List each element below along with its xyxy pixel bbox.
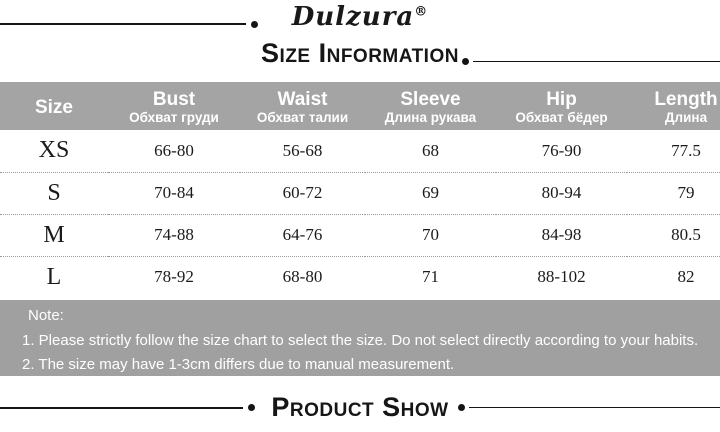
sleeve-cell: 69 (422, 183, 439, 202)
decorative-dot-top-left (251, 21, 258, 28)
waist-cell: 60-72 (282, 183, 323, 202)
size-cell: M (43, 221, 65, 248)
col-header-length: Length Длина (627, 82, 720, 130)
waist-cell: 68-80 (282, 267, 323, 287)
hip-cell: 84-98 (541, 225, 582, 244)
registered-trademark-symbol: ® (414, 4, 429, 20)
decorative-dot-bottom-left (248, 404, 255, 411)
col-header-bust: Bust Обхват груди (108, 82, 240, 130)
product-show-title: Product Show (271, 392, 449, 422)
col-sublabel: Обхват бёдер (515, 109, 608, 125)
sleeve-cell: 71 (422, 267, 439, 287)
note-line-2: 2. The size may have 1-3cm differs due t… (22, 356, 455, 373)
col-sublabel: Обхват талии (256, 109, 349, 125)
decorative-line-title-right (473, 61, 720, 62)
decorative-line-bottom-left (0, 407, 243, 409)
col-header-waist: Waist Обхват талии (240, 82, 365, 130)
size-cell: XS (38, 137, 70, 164)
bust-cell: 70-84 (154, 183, 194, 202)
col-label: Waist (277, 88, 328, 110)
table-row: S 70-84 60-72 69 80-94 79 (0, 172, 720, 214)
brand-text: Dulzura (291, 2, 415, 32)
waist-cell: 64-76 (282, 225, 323, 244)
table-header-row: Size Bust Обхват груди Waist Обхват тали… (0, 82, 720, 130)
table-row: L 78-92 68-80 71 88-102 82 (0, 256, 720, 298)
col-sublabel: Длина (664, 109, 708, 125)
table-row: XS 66-80 56-68 68 76-90 77.5 (0, 130, 720, 172)
waist-cell: 56-68 (282, 140, 323, 160)
size-cell: L (46, 263, 62, 290)
decorative-dot-bottom-right (458, 404, 465, 411)
size-cell: S (47, 179, 61, 206)
decorative-dot-title-right (462, 58, 469, 65)
decorative-line-bottom-right (469, 407, 720, 408)
note-line-1: 1. Please strictly follow the size chart… (22, 331, 699, 349)
col-label: Size (34, 96, 74, 118)
sleeve-cell: 68 (422, 140, 439, 160)
length-cell: 80.5 (671, 225, 701, 244)
note-title: Note: (28, 307, 64, 324)
col-header-sleeve: Sleeve Длина рукава (365, 82, 496, 130)
bust-cell: 78-92 (154, 267, 194, 287)
col-sublabel: Длина рукава (384, 109, 477, 125)
length-cell: 77.5 (671, 140, 701, 160)
bust-cell: 66-80 (154, 140, 194, 160)
col-label: Length (654, 88, 718, 110)
col-label: Hip (546, 88, 577, 110)
brand-name: Dulzura® (0, 2, 720, 32)
col-label: Bust (152, 88, 196, 110)
hip-cell: 88-102 (537, 267, 586, 287)
decorative-line-top-left (0, 23, 246, 25)
size-information-title: Size Information (261, 38, 459, 68)
hip-cell: 76-90 (541, 140, 582, 160)
col-label: Sleeve (400, 88, 461, 110)
size-table: Size Bust Обхват груди Waist Обхват тали… (0, 82, 720, 298)
note-block: Note: 1. Please strictly follow the size… (0, 300, 720, 376)
col-header-hip: Hip Обхват бёдер (496, 82, 627, 130)
length-cell: 82 (677, 267, 695, 287)
hip-cell: 80-94 (541, 183, 582, 202)
sleeve-cell: 70 (422, 225, 439, 244)
table-row: M 74-88 64-76 70 84-98 80.5 (0, 214, 720, 256)
col-sublabel: Обхват груди (129, 109, 219, 125)
bust-cell: 74-88 (154, 225, 194, 244)
col-header-size: Size (0, 82, 108, 130)
length-cell: 79 (677, 183, 695, 202)
